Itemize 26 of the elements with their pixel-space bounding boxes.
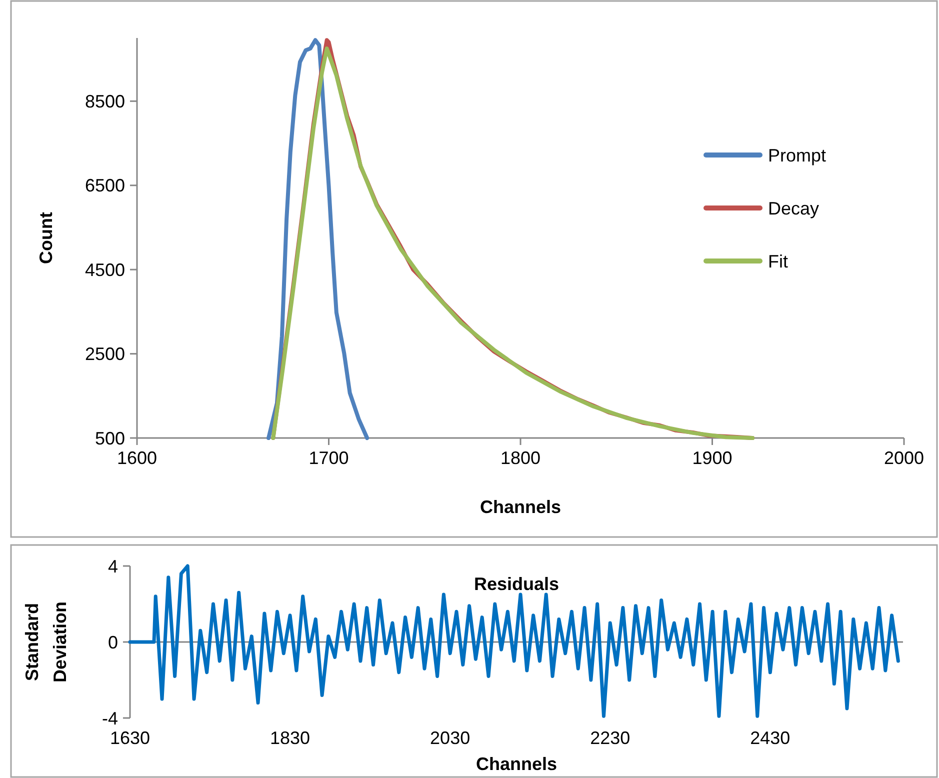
y-tick-label: 500 [94, 428, 125, 448]
x-tick-label: 2000 [884, 448, 924, 468]
y-tick-label: 8500 [84, 91, 125, 112]
x-tick-label: 1600 [116, 448, 158, 468]
y-tick-label: 6500 [84, 176, 125, 196]
y-tick-label: 0 [108, 632, 118, 652]
legend-label: Fit [768, 251, 788, 272]
x-tick-label: 1900 [692, 448, 732, 468]
legend-label: Decay [768, 198, 820, 218]
y-tick-label: 4 [108, 556, 118, 576]
y-tick-label: -4 [102, 708, 118, 728]
chart-title: Residuals [474, 574, 560, 594]
y-tick-label: 4500 [84, 260, 125, 280]
x-tick-label: 1630 [110, 728, 150, 748]
x-tick-label: 1830 [270, 728, 310, 748]
x-axis-title: Channels [476, 754, 558, 774]
x-axis-title: Channels [480, 497, 562, 517]
y-axis-title: Count [36, 212, 56, 264]
x-tick-label: 1700 [308, 448, 349, 468]
y-axis-title: Standard Deviation [22, 601, 70, 683]
legend-label: Prompt [768, 145, 826, 166]
y-tick-label: 2500 [84, 344, 125, 364]
x-tick-label: 2230 [590, 728, 630, 748]
x-tick-label: 1800 [500, 448, 541, 468]
x-tick-label: 2430 [750, 728, 790, 748]
x-tick-label: 2030 [430, 728, 470, 748]
